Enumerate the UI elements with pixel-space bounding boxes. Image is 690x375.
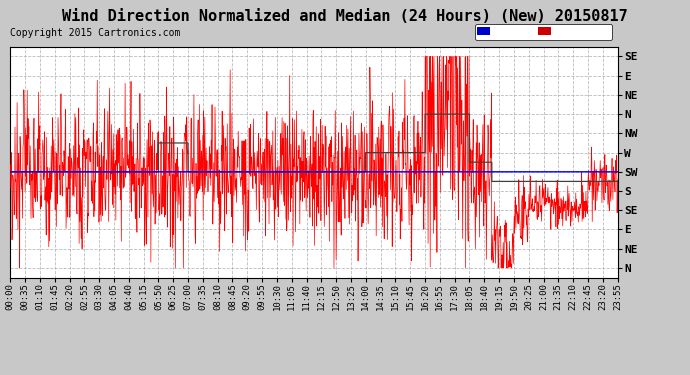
Text: Copyright 2015 Cartronics.com: Copyright 2015 Cartronics.com bbox=[10, 28, 181, 38]
Text: Wind Direction Normalized and Median (24 Hours) (New) 20150817: Wind Direction Normalized and Median (24… bbox=[62, 9, 628, 24]
Legend: Average, Direction: Average, Direction bbox=[475, 24, 612, 40]
